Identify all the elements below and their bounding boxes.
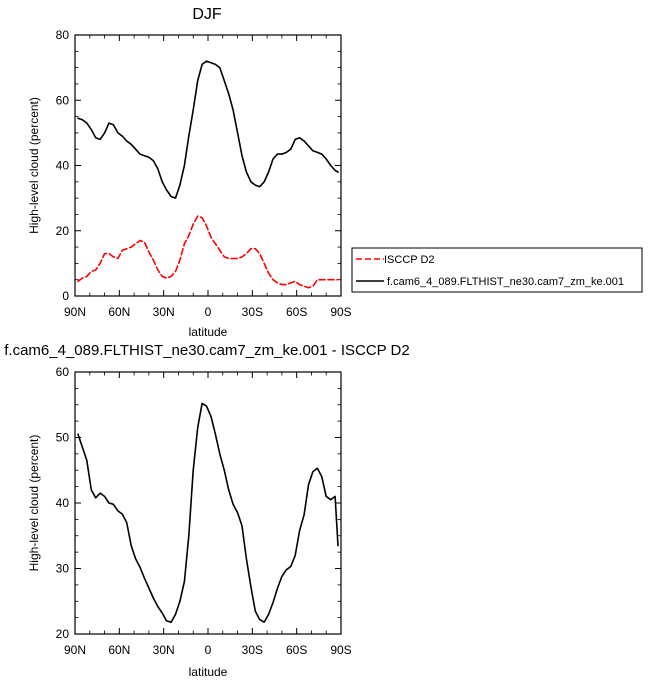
x-tick-label: 0 — [205, 643, 212, 657]
model-series-line — [77, 60, 339, 199]
y-tick-label: 30 — [56, 562, 70, 576]
y-tick-label: 40 — [56, 496, 70, 510]
y-tick-label: 50 — [56, 431, 70, 445]
x-tick-labels: 90N 60N 30N 0 30S 60S 90S — [64, 305, 352, 319]
x-tick-label: 60N — [108, 643, 130, 657]
y-tick-label: 60 — [56, 93, 70, 107]
bottom-panel-difference: f.cam6_4_089.FLTHIST_ne30.cam7_zm_ke.001… — [4, 342, 409, 679]
model-series-line — [77, 402, 339, 624]
y-axis-label: High-level cloud (percent) — [27, 435, 41, 572]
y-tick-labels: 20 30 40 50 60 — [56, 365, 70, 641]
legend-box — [351, 247, 643, 293]
x-tick-label: 60N — [108, 305, 130, 319]
x-tick-label: 90N — [64, 643, 86, 657]
legend-label-model: f.cam6_4_089.FLTHIST_ne30.cam7_zm_ke.001 — [387, 276, 624, 288]
x-tick-label: 30S — [242, 305, 263, 319]
panel-title: DJF — [192, 6, 222, 23]
x-axis-label: latitude — [189, 665, 228, 679]
x-tick-label: 90N — [64, 305, 86, 319]
x-tick-label: 90S — [330, 643, 351, 657]
y-tick-label: 60 — [56, 365, 70, 379]
legend: ISCCP D2 f.cam6_4_089.FLTHIST_ne30.cam7_… — [351, 247, 643, 293]
top-panel-djf: DJF 0 20 40 60 80 90N 60N 30N 0 30S 60S 90S High-l… — [27, 6, 352, 339]
x-axis-label: latitude — [189, 325, 228, 339]
x-tick-label: 60S — [286, 305, 307, 319]
data-series — [77, 60, 339, 289]
x-tick-label: 30S — [242, 643, 263, 657]
x-tick-label: 30N — [153, 305, 175, 319]
panel-title: f.cam6_4_089.FLTHIST_ne30.cam7_zm_ke.001… — [4, 342, 409, 359]
y-axis-label: High-level cloud (percent) — [27, 97, 41, 234]
y-tick-labels: 0 20 40 60 80 — [56, 28, 70, 303]
y-tick-label: 0 — [62, 289, 69, 303]
x-tick-labels: 90N 60N 30N 0 30S 60S 90S — [64, 643, 352, 657]
obs-series-line — [77, 215, 339, 289]
x-tick-label: 0 — [205, 305, 212, 319]
y-tick-label: 40 — [56, 159, 70, 173]
legend-label-isccp: ISCCP D2 — [384, 254, 435, 266]
x-tick-label: 60S — [286, 643, 307, 657]
axis-ticks — [74, 371, 342, 635]
x-tick-label: 30N — [153, 643, 175, 657]
y-tick-label: 20 — [56, 224, 70, 238]
y-tick-label: 80 — [56, 28, 70, 42]
x-tick-label: 90S — [330, 305, 351, 319]
data-series — [77, 402, 339, 624]
axis-ticks — [74, 34, 342, 297]
y-tick-label: 20 — [56, 627, 70, 641]
